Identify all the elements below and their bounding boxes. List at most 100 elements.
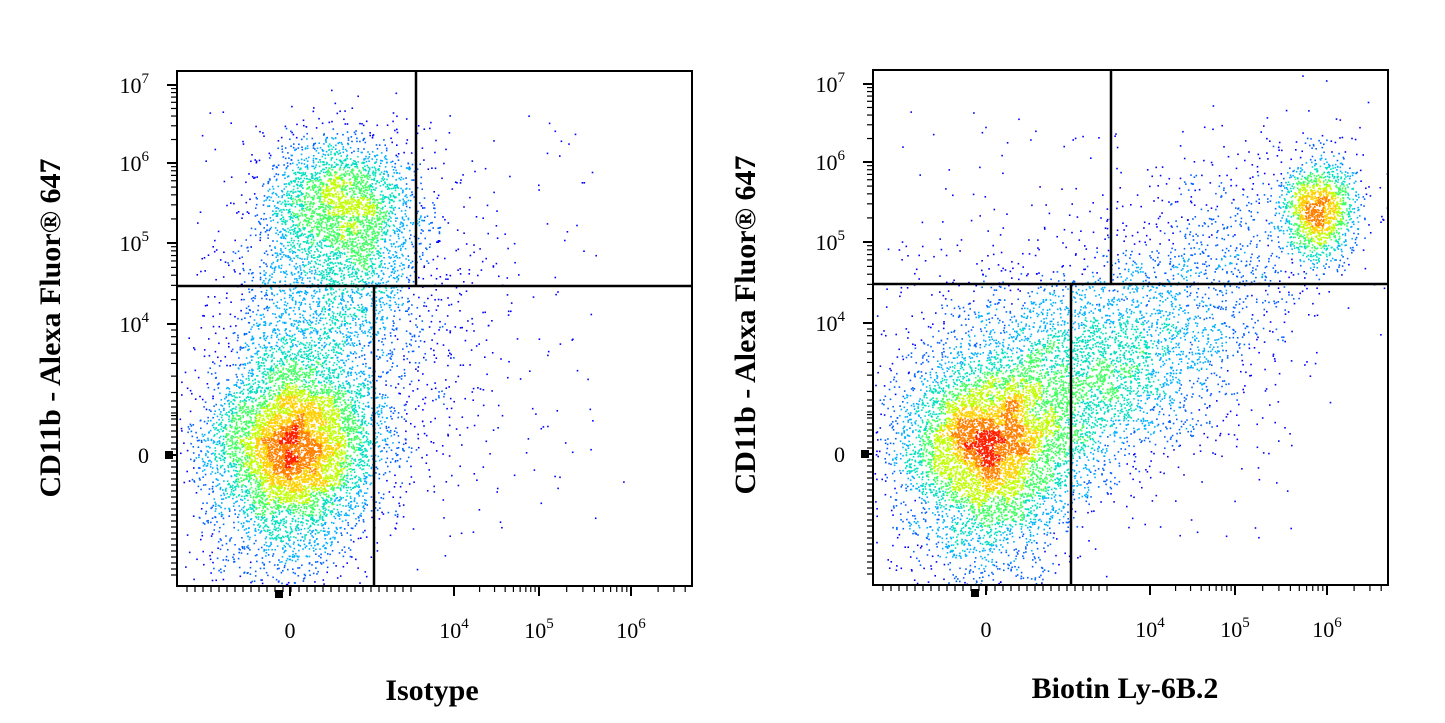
event-dot [284, 237, 287, 240]
event-dot [343, 362, 345, 364]
event-dot [345, 505, 347, 507]
event-dot [353, 499, 356, 501]
event-dot [326, 356, 329, 358]
event-dot [434, 207, 436, 210]
event-dot [344, 323, 346, 325]
event-dot [349, 478, 352, 480]
event-dot [397, 513, 399, 516]
event-dot [343, 386, 345, 389]
event-dot [322, 297, 325, 299]
event-dot [292, 252, 294, 254]
event-dot [274, 526, 276, 528]
event-dot [340, 498, 343, 500]
event-dot [259, 336, 262, 339]
event-dot [252, 276, 255, 279]
event-dot [249, 234, 252, 237]
event-dot [457, 300, 460, 303]
event-dot [369, 442, 372, 445]
event-dot [237, 529, 240, 531]
event-dot [319, 313, 321, 316]
event-dot [258, 220, 260, 223]
event-dot [272, 313, 274, 315]
event-dot [375, 501, 377, 503]
event-dot [261, 281, 264, 284]
event-dot [321, 274, 324, 277]
event-dot [321, 370, 323, 373]
event-dot [236, 376, 238, 378]
event-dot [329, 511, 332, 514]
event-dot [247, 305, 250, 308]
event-dot [235, 485, 238, 488]
event-dot [418, 243, 421, 245]
event-dot [300, 162, 303, 165]
event-dot [289, 163, 292, 165]
event-dot [294, 149, 296, 152]
event-dot [366, 487, 369, 490]
event-dot [268, 157, 271, 159]
event-dot [376, 253, 379, 255]
event-dot [293, 273, 296, 275]
event-dot [303, 321, 305, 324]
event-dot [313, 254, 315, 256]
event-dot [200, 450, 202, 452]
event-dot [326, 302, 328, 305]
event-dot [359, 514, 361, 517]
event-dot [379, 327, 381, 330]
event-dot [248, 212, 250, 215]
event-dot [228, 483, 231, 486]
event-dot [241, 390, 243, 392]
event-dot [367, 292, 369, 295]
event-dot [395, 482, 397, 484]
event-dot [398, 237, 400, 240]
event-dot [398, 376, 400, 378]
event-dot [328, 337, 331, 339]
event-dot [275, 178, 278, 181]
event-dot [394, 310, 396, 312]
event-dot [299, 313, 301, 315]
event-dot [407, 217, 410, 220]
event-dot [211, 506, 213, 509]
event-dot [262, 527, 265, 529]
event-dot [407, 218, 410, 221]
event-dot [332, 128, 335, 130]
event-dot [367, 380, 369, 382]
event-dot [285, 535, 287, 538]
event-dot [292, 188, 295, 191]
event-dot [247, 547, 250, 550]
event-dot [378, 168, 380, 170]
event-dot [314, 148, 316, 150]
event-dot [289, 335, 291, 338]
event-dot [265, 250, 268, 252]
event-dot [403, 267, 405, 270]
event-dot [313, 278, 316, 280]
event-dot [259, 323, 261, 326]
event-dot [250, 511, 253, 514]
event-dot [276, 301, 279, 303]
event-dot [295, 235, 297, 238]
event-dot [283, 290, 285, 292]
event-dot [331, 293, 333, 296]
event-dot [242, 346, 245, 349]
event-dot [305, 347, 307, 349]
event-dot [242, 140, 244, 143]
event-dot [244, 497, 246, 500]
event-dot [330, 261, 333, 264]
event-dot [230, 401, 232, 403]
event-dot [323, 380, 325, 382]
event-dot [313, 519, 316, 521]
event-dot [497, 404, 500, 407]
event-dot [485, 339, 488, 341]
event-dot [238, 551, 240, 554]
event-dot [334, 322, 337, 324]
event-dot [293, 257, 295, 260]
event-dot [468, 269, 471, 271]
event-dot [304, 310, 306, 313]
event-dot [415, 318, 418, 320]
event-dot [352, 399, 354, 401]
event-dot [246, 553, 249, 555]
event-dot [346, 328, 348, 330]
event-dot [247, 250, 249, 252]
event-dot [213, 441, 216, 443]
event-dot [325, 363, 327, 366]
event-dot [335, 158, 338, 161]
